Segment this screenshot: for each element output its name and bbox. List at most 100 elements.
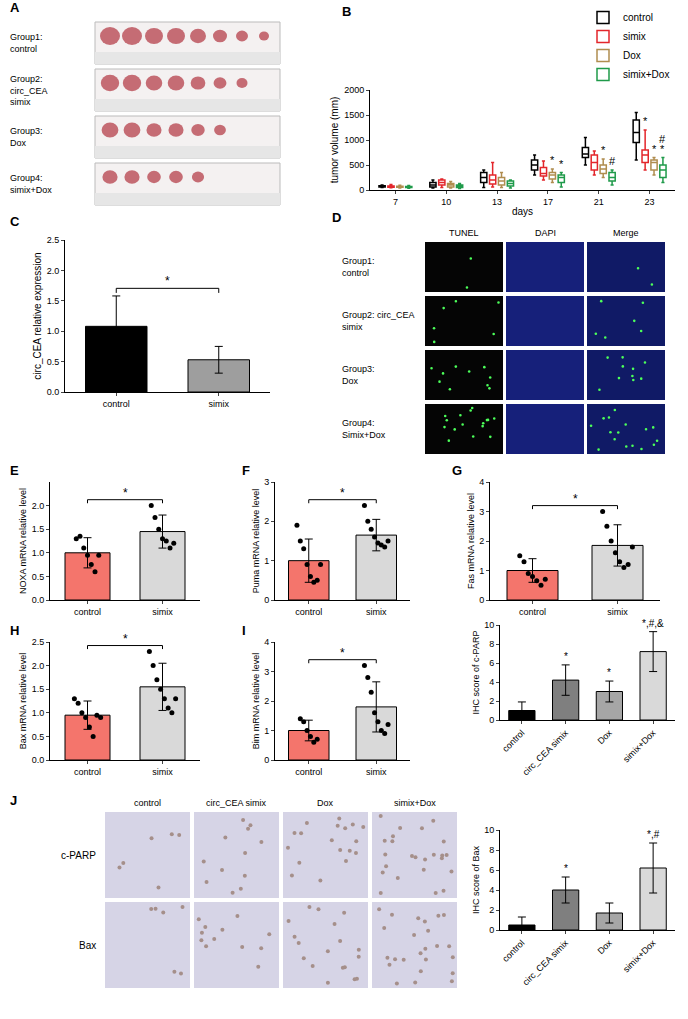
svg-text:Dox: Dox: [596, 727, 615, 746]
svg-text:*: *: [340, 646, 345, 660]
svg-text:*: *: [340, 486, 345, 500]
svg-text:Merge: Merge: [613, 228, 639, 238]
svg-text:*: *: [573, 492, 578, 506]
svg-text:circ_CEA simix: circ_CEA simix: [521, 727, 571, 777]
svg-text:0.5: 0.5: [47, 357, 60, 367]
svg-text:0: 0: [359, 185, 364, 195]
svg-text:Group4:Simix+Dox: Group4:Simix+Dox: [342, 418, 386, 440]
svg-text:0.5: 0.5: [32, 732, 45, 742]
svg-text:Group2: circ_CEAsimix: Group2: circ_CEAsimix: [342, 310, 415, 332]
svg-text:1000: 1000: [344, 135, 364, 145]
svg-text:1.0: 1.0: [32, 548, 45, 558]
svg-text:6: 6: [489, 865, 494, 875]
svg-text:0.5: 0.5: [32, 572, 45, 582]
svg-text:control: control: [500, 728, 526, 754]
svg-text:0.0: 0.0: [32, 755, 45, 765]
svg-text:*: *: [123, 632, 128, 646]
svg-text:2.0: 2.0: [32, 661, 45, 671]
svg-text:*: *: [165, 274, 170, 288]
svg-text:*: *: [564, 863, 568, 874]
svg-text:tumor volume (mm): tumor volume (mm): [329, 97, 340, 184]
svg-text:1.5: 1.5: [32, 684, 45, 694]
svg-text:simix+Dox: simix+Dox: [623, 69, 669, 80]
svg-text:simix+Dox: simix+Dox: [621, 937, 658, 974]
svg-text:2: 2: [264, 696, 269, 706]
svg-text:3: 3: [479, 507, 484, 517]
svg-text:2.5: 2.5: [47, 235, 60, 245]
svg-text:*: *: [564, 651, 568, 662]
svg-text:#: #: [609, 155, 616, 167]
svg-text:Fas mRNA relative level: Fas mRNA relative level: [466, 493, 476, 589]
svg-text:10: 10: [484, 825, 494, 835]
svg-text:4: 4: [479, 477, 484, 487]
svg-text:*: *: [607, 667, 611, 678]
svg-text:2.0: 2.0: [32, 501, 45, 511]
svg-text:7: 7: [393, 197, 398, 207]
svg-text:0: 0: [264, 595, 269, 605]
svg-text:10: 10: [484, 620, 494, 630]
svg-text:2: 2: [479, 536, 484, 546]
svg-text:2000: 2000: [344, 85, 364, 95]
svg-text:Group3:Dox: Group3:Dox: [342, 364, 375, 386]
svg-text:simix: simix: [623, 31, 646, 42]
svg-text:A: A: [10, 0, 20, 15]
svg-text:H: H: [10, 623, 19, 638]
svg-text:2: 2: [264, 516, 269, 526]
svg-text:Dox: Dox: [596, 937, 615, 956]
svg-text:2.5: 2.5: [32, 637, 45, 647]
svg-text:*: *: [123, 486, 128, 500]
svg-text:6: 6: [489, 658, 494, 668]
svg-text:simix: simix: [152, 607, 173, 617]
svg-text:0: 0: [489, 715, 494, 725]
svg-text:NOXA mRNA relative level: NOXA mRNA relative level: [18, 488, 28, 594]
svg-text:control: control: [295, 607, 322, 617]
svg-text:days: days: [512, 206, 533, 217]
svg-text:0: 0: [489, 925, 494, 935]
svg-text:0: 0: [479, 595, 484, 605]
svg-text:0: 0: [264, 755, 269, 765]
svg-text:21: 21: [594, 197, 604, 207]
svg-text:13: 13: [492, 197, 502, 207]
svg-text:Group1:control: Group1:control: [10, 32, 43, 54]
svg-text:2.0: 2.0: [47, 266, 60, 276]
svg-text:*: *: [643, 115, 648, 127]
svg-text:0.0: 0.0: [32, 595, 45, 605]
svg-text:IHC score of c-PARP: IHC score of c-PARP: [471, 631, 481, 715]
svg-text:Puma mRNA relative level: Puma mRNA relative level: [251, 489, 261, 594]
svg-text:Group3:Dox: Group3:Dox: [10, 126, 43, 148]
svg-text:23: 23: [645, 197, 655, 207]
svg-text:TUNEL: TUNEL: [449, 228, 479, 238]
svg-text:control: control: [134, 798, 161, 808]
svg-text:1.0: 1.0: [32, 708, 45, 718]
svg-text:8: 8: [489, 845, 494, 855]
svg-text:1: 1: [264, 556, 269, 566]
svg-text:3: 3: [264, 667, 269, 677]
svg-text:10: 10: [441, 197, 451, 207]
svg-text:Bax mRNA relative level: Bax mRNA relative level: [18, 653, 28, 750]
svg-text:1.5: 1.5: [32, 524, 45, 534]
svg-text:*: *: [652, 143, 657, 155]
svg-text:3: 3: [264, 477, 269, 487]
svg-text:control: control: [103, 399, 130, 409]
svg-text:circ_CEA simix: circ_CEA simix: [206, 798, 267, 808]
svg-text:500: 500: [349, 160, 364, 170]
svg-text:1.0: 1.0: [47, 326, 60, 336]
svg-text:#: #: [659, 133, 666, 145]
svg-text:*,#: *,#: [647, 829, 660, 840]
svg-text:4: 4: [489, 885, 494, 895]
svg-text:control: control: [295, 767, 322, 777]
svg-text:control: control: [74, 767, 101, 777]
svg-text:4: 4: [264, 637, 269, 647]
svg-text:Dox: Dox: [317, 798, 334, 808]
svg-text:0.0: 0.0: [47, 387, 60, 397]
svg-text:1: 1: [264, 726, 269, 736]
svg-text:C: C: [10, 214, 20, 229]
svg-text:IHC score of Bax: IHC score of Bax: [471, 845, 481, 914]
svg-text:B: B: [342, 4, 351, 19]
svg-text:simix+Dox: simix+Dox: [621, 727, 658, 764]
svg-text:2: 2: [489, 905, 494, 915]
svg-text:c-PARP: c-PARP: [61, 850, 96, 861]
svg-text:Dox: Dox: [623, 50, 641, 61]
svg-text:1: 1: [479, 566, 484, 576]
svg-text:control: control: [74, 607, 101, 617]
